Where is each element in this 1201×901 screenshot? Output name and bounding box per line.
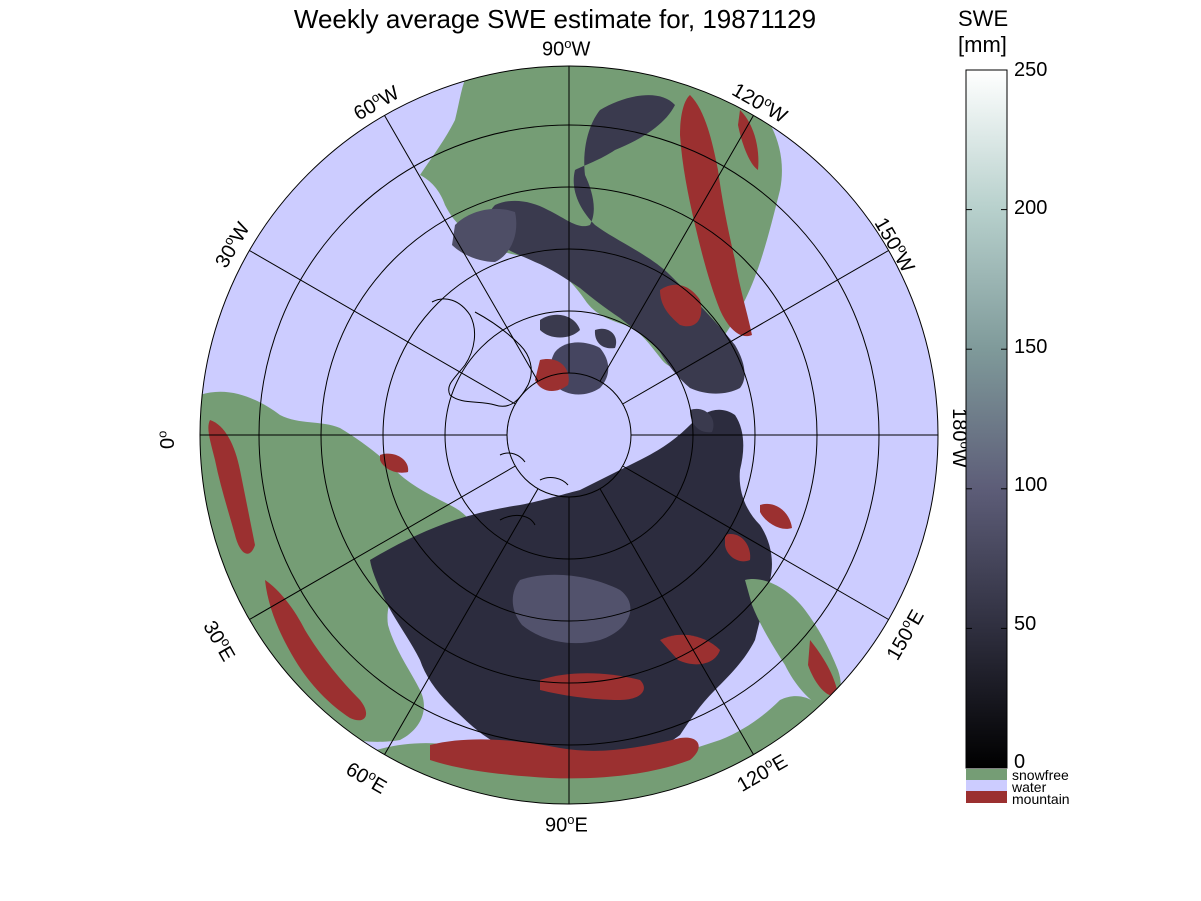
map-title: Weekly average SWE estimate for, 1987112… bbox=[293, 4, 817, 34]
siberia-bright-snow bbox=[512, 574, 631, 644]
map-border bbox=[199, 65, 939, 805]
colorbar-tick-label: 200 bbox=[1014, 197, 1048, 219]
mountain-patches bbox=[208, 95, 838, 779]
hudson-bay-area-snow bbox=[452, 208, 517, 262]
colorbar-tick-label: 150 bbox=[1014, 336, 1048, 358]
legend-label-mountain: mountain bbox=[1012, 791, 1070, 807]
colorbar-tick-label: 0 bbox=[1014, 751, 1026, 773]
colorbar-title: SWE [mm] bbox=[958, 6, 1009, 57]
graticule bbox=[200, 66, 938, 804]
lon-label-180w: 180oW bbox=[947, 408, 973, 468]
meridian-line bbox=[384, 488, 539, 755]
lon-label-90w: 90oW bbox=[542, 36, 591, 61]
colorbar-tick-label: 50 bbox=[1014, 613, 1037, 635]
legend-label-snowfree: snowfree bbox=[1012, 767, 1069, 783]
meridian-line bbox=[249, 250, 516, 405]
meridian-line bbox=[599, 115, 754, 382]
legend-label-water: water bbox=[1012, 779, 1047, 795]
meridian-line bbox=[249, 465, 516, 620]
meridian-line bbox=[384, 115, 539, 382]
coastlines bbox=[431, 298, 569, 526]
lon-label-0: 0o bbox=[154, 430, 180, 450]
meridian-line bbox=[599, 488, 754, 755]
colorbar-tick-label: 250 bbox=[1014, 59, 1048, 81]
arctic-islands bbox=[540, 314, 714, 433]
meridian-line bbox=[622, 250, 889, 405]
meridian-line bbox=[622, 465, 889, 620]
colorbar-tick-label: 100 bbox=[1014, 474, 1048, 496]
lon-label-90e: 90oE bbox=[545, 812, 588, 837]
